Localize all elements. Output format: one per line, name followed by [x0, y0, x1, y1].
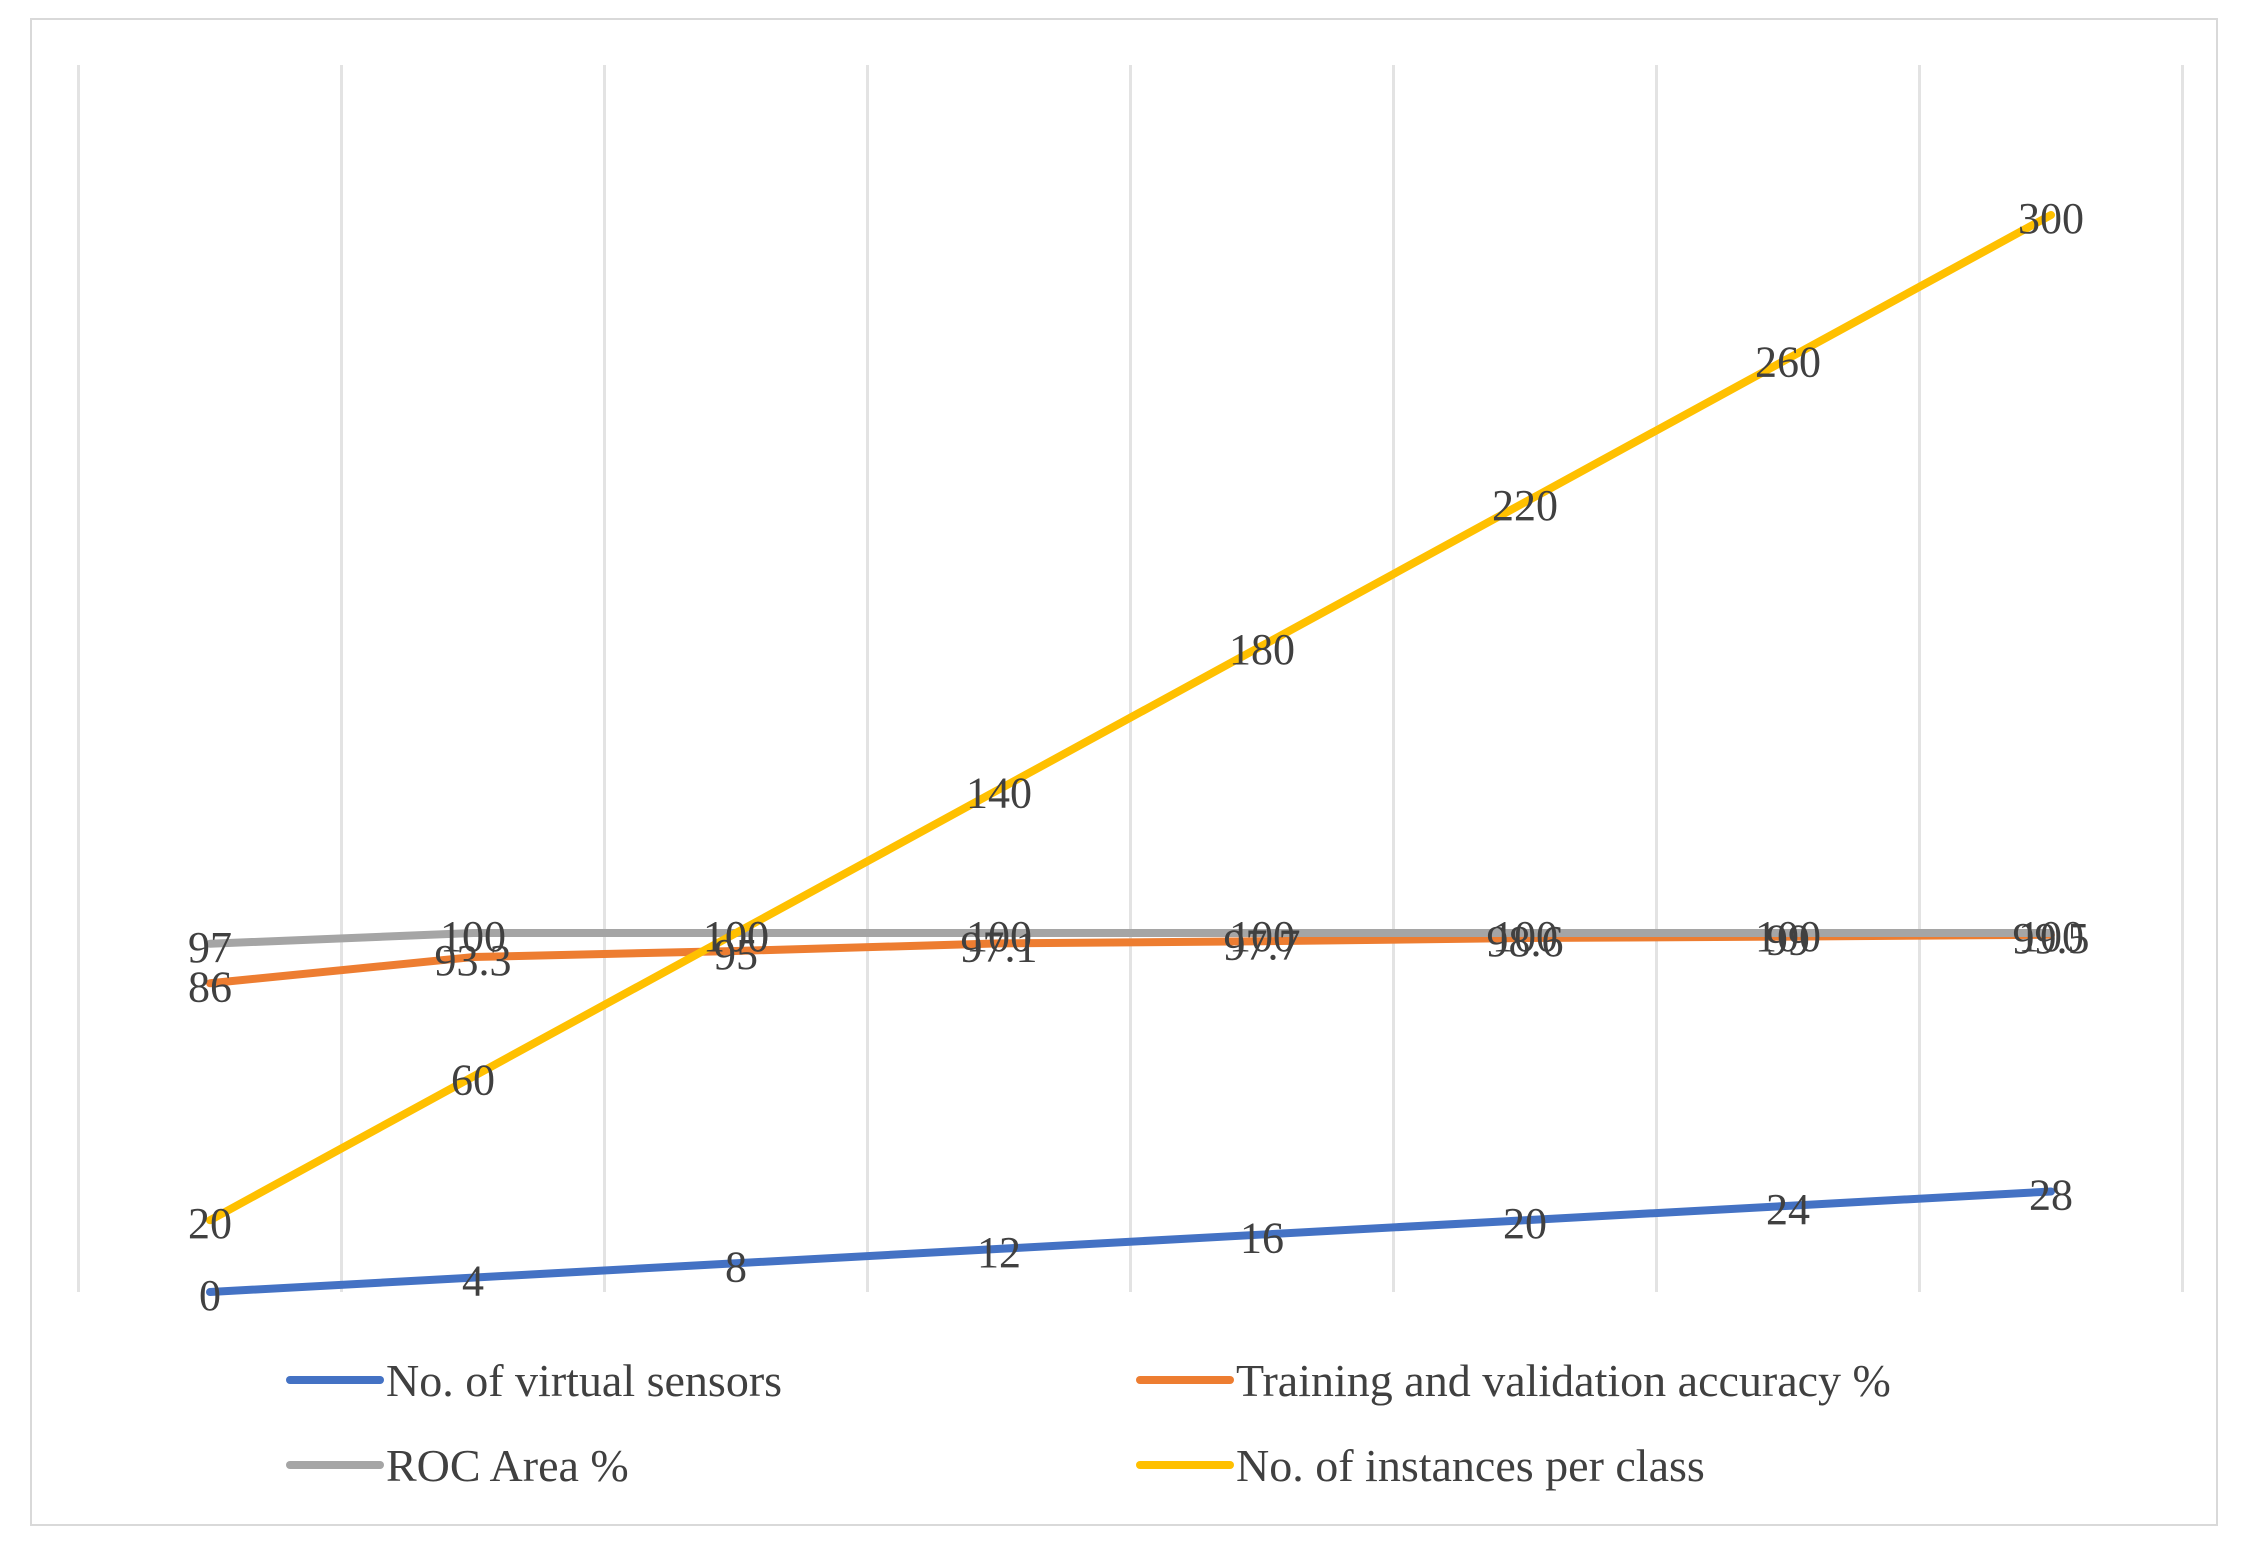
series-line-3 — [206, 211, 2055, 1225]
data-label-s2-p6: 100 — [1755, 912, 1821, 961]
legend-label-0: No. of virtual sensors — [386, 1355, 782, 1406]
data-label-s0-p5: 20 — [1503, 1199, 1547, 1248]
data-label-s2-p2: 100 — [703, 912, 769, 961]
data-label-s2-p1: 100 — [440, 912, 506, 961]
data-label-s1-p1: 93.3 — [435, 936, 512, 985]
data-label-s0-p0: 0 — [199, 1271, 221, 1320]
gridlines — [77, 65, 2184, 1292]
legend-label-3: No. of instances per class — [1236, 1440, 1705, 1491]
data-label-s3-p7: 300 — [2018, 194, 2084, 243]
data-label-s2-p5: 100 — [1492, 912, 1558, 961]
data-label-s3-p0: 20 — [188, 1199, 232, 1248]
chart-frame — [30, 18, 2218, 1526]
data-label-s0-p2: 8 — [725, 1242, 747, 1291]
data-label-s1-p0: 86 — [188, 962, 232, 1011]
data-label-s3-p1: 60 — [451, 1056, 495, 1105]
series-line-0 — [206, 1187, 2055, 1296]
data-label-s3-p2: 100 — [703, 912, 769, 961]
data-label-s3-p6: 260 — [1755, 338, 1821, 387]
data-label-s1-p6: 99 — [1766, 916, 1810, 965]
data-label-s3-p3: 140 — [966, 768, 1032, 817]
series-line-2 — [206, 929, 2055, 948]
data-label-s2-p7: 100 — [2018, 912, 2084, 961]
data-label-s3-p5: 220 — [1492, 481, 1558, 530]
data-label-s3-p4: 180 — [1229, 625, 1295, 674]
legend-label-1: Training and validation accuracy % — [1236, 1355, 1891, 1406]
data-label-s1-p5: 98.6 — [1487, 917, 1564, 966]
data-label-s2-p3: 100 — [966, 912, 1032, 961]
data-label-s0-p7: 28 — [2029, 1170, 2073, 1219]
data-label-s1-p2: 95 — [714, 930, 758, 979]
data-labels: 0 4 8 12 16 20 24 28 86 93.3 95 97.1 97.7 98.6 99 99.5 9… — [188, 194, 2090, 1320]
data-label-s0-p3: 12 — [977, 1228, 1021, 1277]
data-label-s1-p4: 97.7 — [1224, 920, 1301, 969]
data-label-s2-p4: 100 — [1229, 912, 1295, 961]
legend: No. of virtual sensors Training and valid… — [286, 1355, 1891, 1491]
series-lines — [206, 211, 2055, 1296]
data-label-s2-p0: 97 — [188, 923, 232, 972]
data-label-s1-p3: 97.1 — [961, 922, 1038, 971]
data-label-s1-p7: 99.5 — [2013, 914, 2090, 963]
data-label-s0-p6: 24 — [1766, 1185, 1810, 1234]
legend-label-2: ROC Area % — [386, 1440, 629, 1491]
data-label-s0-p1: 4 — [462, 1257, 484, 1306]
data-label-s0-p4: 16 — [1240, 1214, 1284, 1263]
